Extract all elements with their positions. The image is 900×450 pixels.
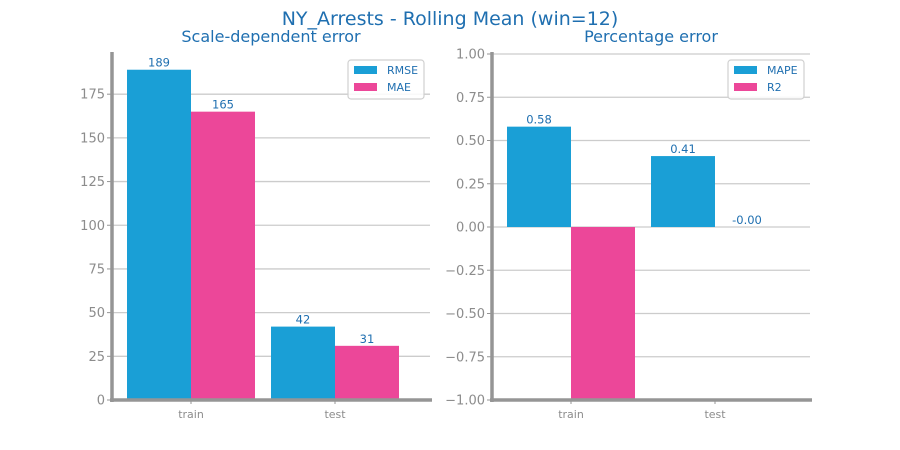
data-label: 0.41	[670, 142, 696, 156]
y-tick-label: 75	[88, 262, 105, 277]
bar-rmse-train	[127, 69, 191, 401]
y-tick-label: 125	[80, 175, 105, 190]
percentage-error-panel: Percentage error −1.00 −0.75 −0.50 −0.25 0.00…	[445, 27, 812, 421]
y-tick-label: 0.75	[456, 91, 485, 106]
data-label: 42	[296, 313, 311, 327]
legend-swatch-rmse	[354, 66, 377, 74]
legend-label-mae: MAE	[387, 81, 411, 94]
y-tick-label: −0.75	[445, 350, 485, 365]
bar-r2-train	[571, 227, 635, 400]
scale-dependent-error-panel: Scale-dependent error 0 25 50 75 100 125 150 175…	[80, 27, 432, 421]
bar-mape-test	[651, 156, 715, 227]
y-tick-label: 0.25	[456, 177, 485, 192]
data-label: 165	[212, 98, 234, 112]
legend-label-mape: MAPE	[767, 64, 798, 77]
bar-rmse-test	[271, 326, 335, 400]
legend-label-rmse: RMSE	[387, 64, 418, 77]
y-tick-label: 150	[80, 131, 105, 146]
data-label: 0.58	[526, 113, 552, 127]
legend-label-r2: R2	[767, 81, 782, 94]
panel-title: Percentage error	[584, 27, 718, 46]
y-tick-label: 1.00	[456, 48, 485, 63]
x-tick-label: test	[324, 408, 346, 421]
legend-swatch-mape	[734, 66, 757, 74]
panel-title: Scale-dependent error	[181, 27, 361, 46]
y-tick-label: 0.00	[456, 221, 485, 236]
y-tick-label: −0.50	[445, 307, 485, 322]
y-tick-label: −1.00	[445, 394, 485, 409]
data-label: -0.00	[732, 213, 762, 227]
y-tick-label: 25	[88, 350, 105, 365]
x-tick-label: train	[558, 408, 584, 421]
data-label: 31	[360, 332, 375, 346]
y-tick-label: 100	[80, 219, 105, 234]
x-tick-label: train	[178, 408, 204, 421]
bar-mae-test	[335, 345, 399, 400]
y-tick-label: 175	[80, 88, 105, 103]
legend-swatch-mae	[354, 83, 377, 91]
bar-mae-train	[191, 111, 255, 401]
bar-mape-train	[507, 126, 571, 227]
figure-title: NY_Arrests - Rolling Mean (win=12)	[282, 8, 619, 30]
data-label: 189	[148, 56, 170, 70]
y-tick-label: 50	[88, 306, 105, 321]
legend-swatch-r2	[734, 83, 757, 91]
y-tick-label: 0	[97, 394, 105, 409]
x-tick-label: test	[704, 408, 726, 421]
y-tick-label: −0.25	[445, 264, 485, 279]
y-tick-label: 0.50	[456, 134, 485, 149]
